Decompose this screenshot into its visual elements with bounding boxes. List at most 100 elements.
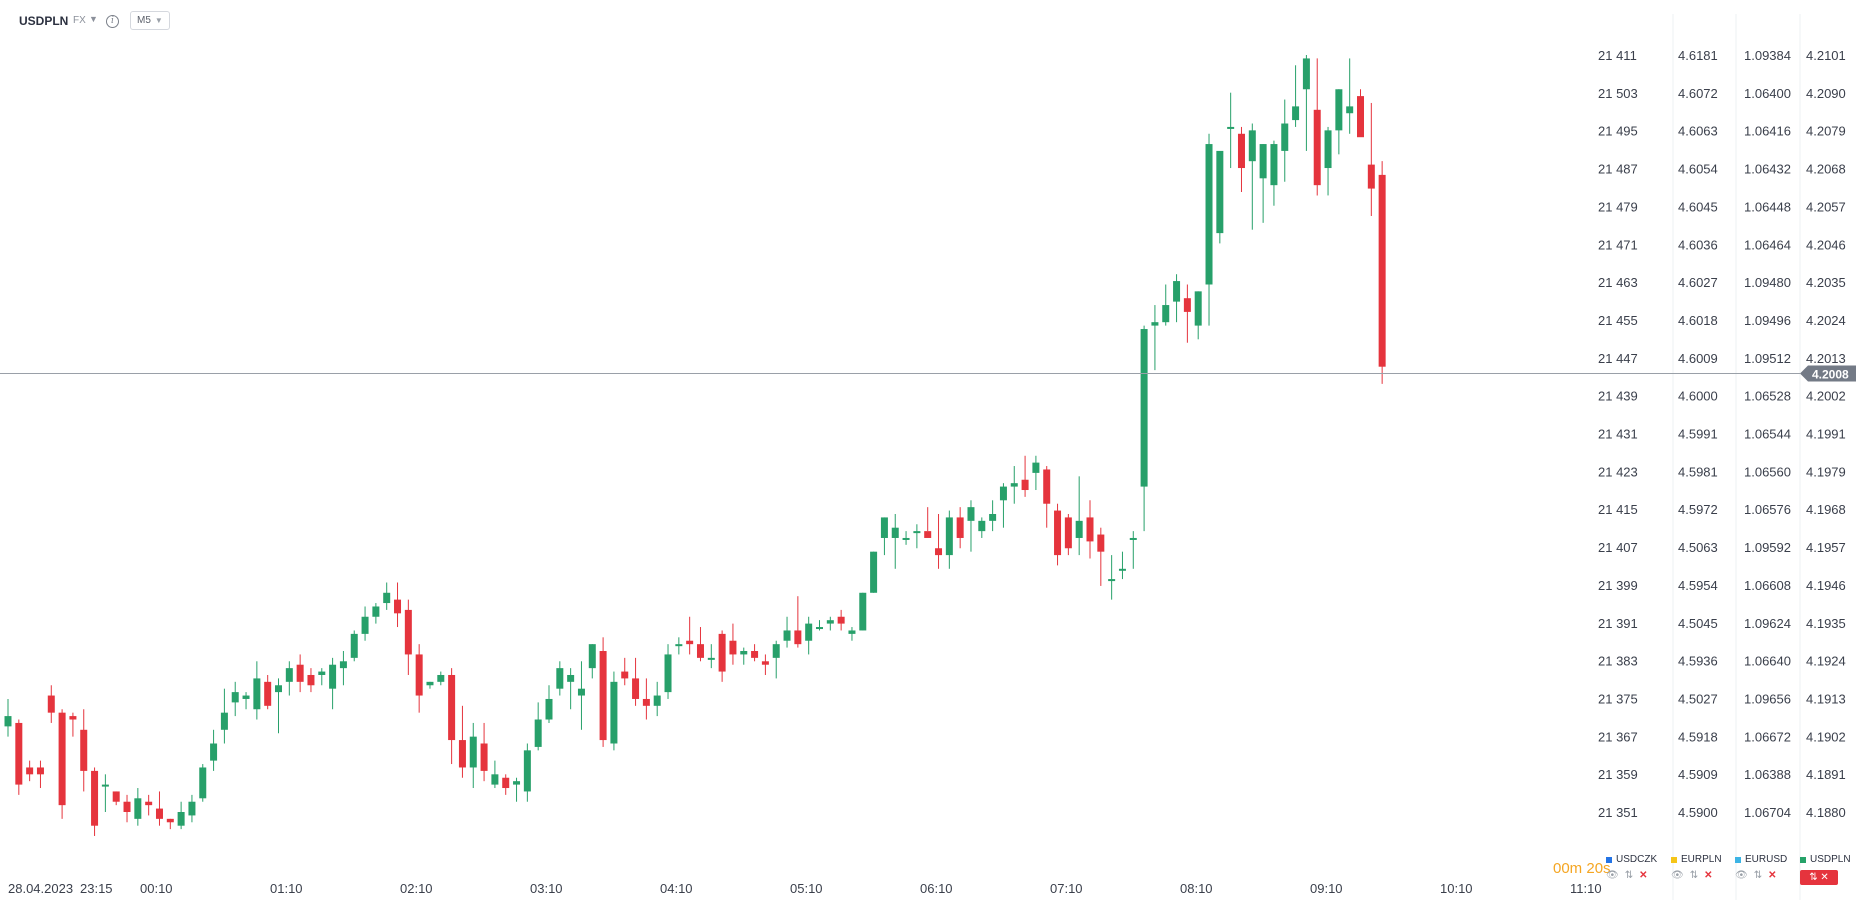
- price-tick-usdczk: 21 439: [1598, 389, 1638, 404]
- price-tick-usdpln: 4.2068: [1806, 162, 1846, 177]
- candle-body: [394, 599, 402, 614]
- price-tick-usdpln: 4.1946: [1806, 578, 1846, 593]
- price-tick-usdczk: 21 407: [1598, 540, 1638, 555]
- candle-body: [145, 801, 153, 806]
- price-tick-eurusd: 1.06448: [1744, 199, 1791, 214]
- candle-body: [264, 681, 272, 706]
- candle-body: [1108, 579, 1116, 582]
- price-tick-eurpln: 4.5909: [1678, 767, 1718, 782]
- candle-body: [275, 685, 282, 693]
- candle-body: [242, 695, 250, 699]
- candle-body: [134, 798, 142, 819]
- candle-body: [1205, 144, 1213, 285]
- sort-icon[interactable]: ⇅: [1689, 870, 1699, 881]
- price-tick-usdpln: 4.2013: [1806, 351, 1846, 366]
- timeframe-select[interactable]: M5 ▼: [130, 11, 170, 30]
- price-tick-eurpln: 4.6000: [1678, 389, 1718, 404]
- candle-body: [696, 644, 704, 658]
- price-tick-usdczk: 21 415: [1598, 502, 1638, 517]
- close-icon[interactable]: ✕: [1639, 870, 1648, 881]
- candle-body: [924, 531, 932, 538]
- price-tick-usdczk: 21 503: [1598, 86, 1638, 101]
- candle-body: [1140, 329, 1148, 487]
- candle-body: [967, 507, 975, 521]
- candle-body: [826, 620, 834, 624]
- candle-body: [1216, 150, 1224, 234]
- candle-body: [599, 651, 607, 741]
- price-tick-usdpln: 4.1880: [1806, 805, 1846, 820]
- symbol-label[interactable]: USDPLN: [19, 14, 69, 28]
- price-tick-eurpln: 4.5027: [1678, 691, 1718, 706]
- candle-body: [210, 743, 218, 761]
- candle-body: [80, 729, 88, 771]
- current-price-badge: [1800, 365, 1856, 382]
- active-series-toggle[interactable]: ⇅ ✕: [1800, 870, 1838, 885]
- price-tick-usdczk: 21 471: [1598, 237, 1638, 252]
- legend-swatch: [1800, 856, 1806, 863]
- info-icon[interactable]: i: [106, 15, 119, 28]
- legend-item-eurpln[interactable]: EURPLN 👁 ⇅ ✕: [1671, 854, 1722, 894]
- chevron-down-icon[interactable]: ▼: [89, 14, 98, 24]
- candle-body: [848, 630, 856, 634]
- price-tick-usdczk: 21 495: [1598, 124, 1638, 139]
- candle-body: [545, 698, 553, 720]
- legend-label: USDCZK: [1616, 854, 1658, 865]
- legend-label: EURUSD: [1745, 854, 1788, 865]
- candle-body: [891, 527, 899, 538]
- price-tick-usdczk: 21 455: [1598, 313, 1638, 328]
- candle-body: [26, 767, 34, 775]
- candle-body: [751, 651, 759, 658]
- price-tick-eurpln: 4.5045: [1678, 616, 1718, 631]
- legend-name: EURPLN: [1671, 854, 1722, 865]
- legend-item-eurusd[interactable]: EURUSD 👁 ⇅ ✕: [1735, 854, 1787, 894]
- time-axis-label: 02:10: [400, 881, 433, 896]
- candle-body: [740, 651, 748, 655]
- candle-body: [91, 770, 99, 826]
- candle-body: [469, 736, 477, 768]
- price-tick-eurpln: 4.6027: [1678, 275, 1718, 290]
- time-axis-label: 23:15: [80, 881, 113, 896]
- candle-countdown: 00m 20s: [1553, 860, 1611, 877]
- candle-body: [1302, 58, 1310, 90]
- price-tick-usdpln: 4.1913: [1806, 691, 1846, 706]
- legend-item-usdczk[interactable]: USDCZK 👁 ⇅ ✕: [1606, 854, 1657, 894]
- price-tick-usdczk: 21 399: [1598, 578, 1638, 593]
- time-axis-label: 00:10: [140, 881, 173, 896]
- sort-icon[interactable]: ⇅: [1753, 870, 1763, 881]
- market-label: FX: [73, 15, 86, 26]
- time-axis-label: 09:10: [1310, 881, 1343, 896]
- price-tick-usdczk: 21 351: [1598, 805, 1638, 820]
- legend-item-usdpln[interactable]: USDPLN ⇅ ✕: [1800, 854, 1851, 894]
- sort-icon[interactable]: ⇅: [1624, 870, 1634, 881]
- candle-body: [1010, 483, 1018, 487]
- candle-body: [1378, 174, 1386, 367]
- candle-body: [1032, 462, 1040, 473]
- candle-body: [404, 609, 412, 655]
- legend-swatch: [1735, 856, 1741, 863]
- time-axis-label: 07:10: [1050, 881, 1083, 896]
- price-tick-eurusd: 1.06576: [1744, 502, 1791, 517]
- eye-icon[interactable]: 👁: [1671, 870, 1684, 881]
- candle-body: [155, 808, 163, 819]
- price-tick-usdpln: 4.1957: [1806, 540, 1846, 555]
- candle-body: [783, 630, 791, 641]
- candle-body: [880, 517, 888, 538]
- close-icon[interactable]: ✕: [1704, 870, 1713, 881]
- candle-body: [123, 801, 131, 812]
- price-tick-usdczk: 21 411: [1598, 48, 1637, 63]
- eye-icon[interactable]: 👁: [1735, 870, 1748, 881]
- candle-body: [1292, 106, 1300, 121]
- candle-body: [101, 784, 109, 787]
- eye-icon[interactable]: 👁: [1606, 870, 1619, 881]
- close-icon[interactable]: ✕: [1768, 870, 1777, 881]
- candle-body: [1173, 281, 1181, 302]
- price-tick-eurpln: 4.6009: [1678, 351, 1718, 366]
- candle-body: [772, 644, 780, 658]
- candle-body: [480, 743, 488, 771]
- legend-label: USDPLN: [1810, 854, 1851, 865]
- candle-body: [458, 740, 466, 768]
- legend-swatch: [1671, 856, 1677, 863]
- candle-body: [318, 671, 326, 675]
- candle-body: [1237, 133, 1245, 169]
